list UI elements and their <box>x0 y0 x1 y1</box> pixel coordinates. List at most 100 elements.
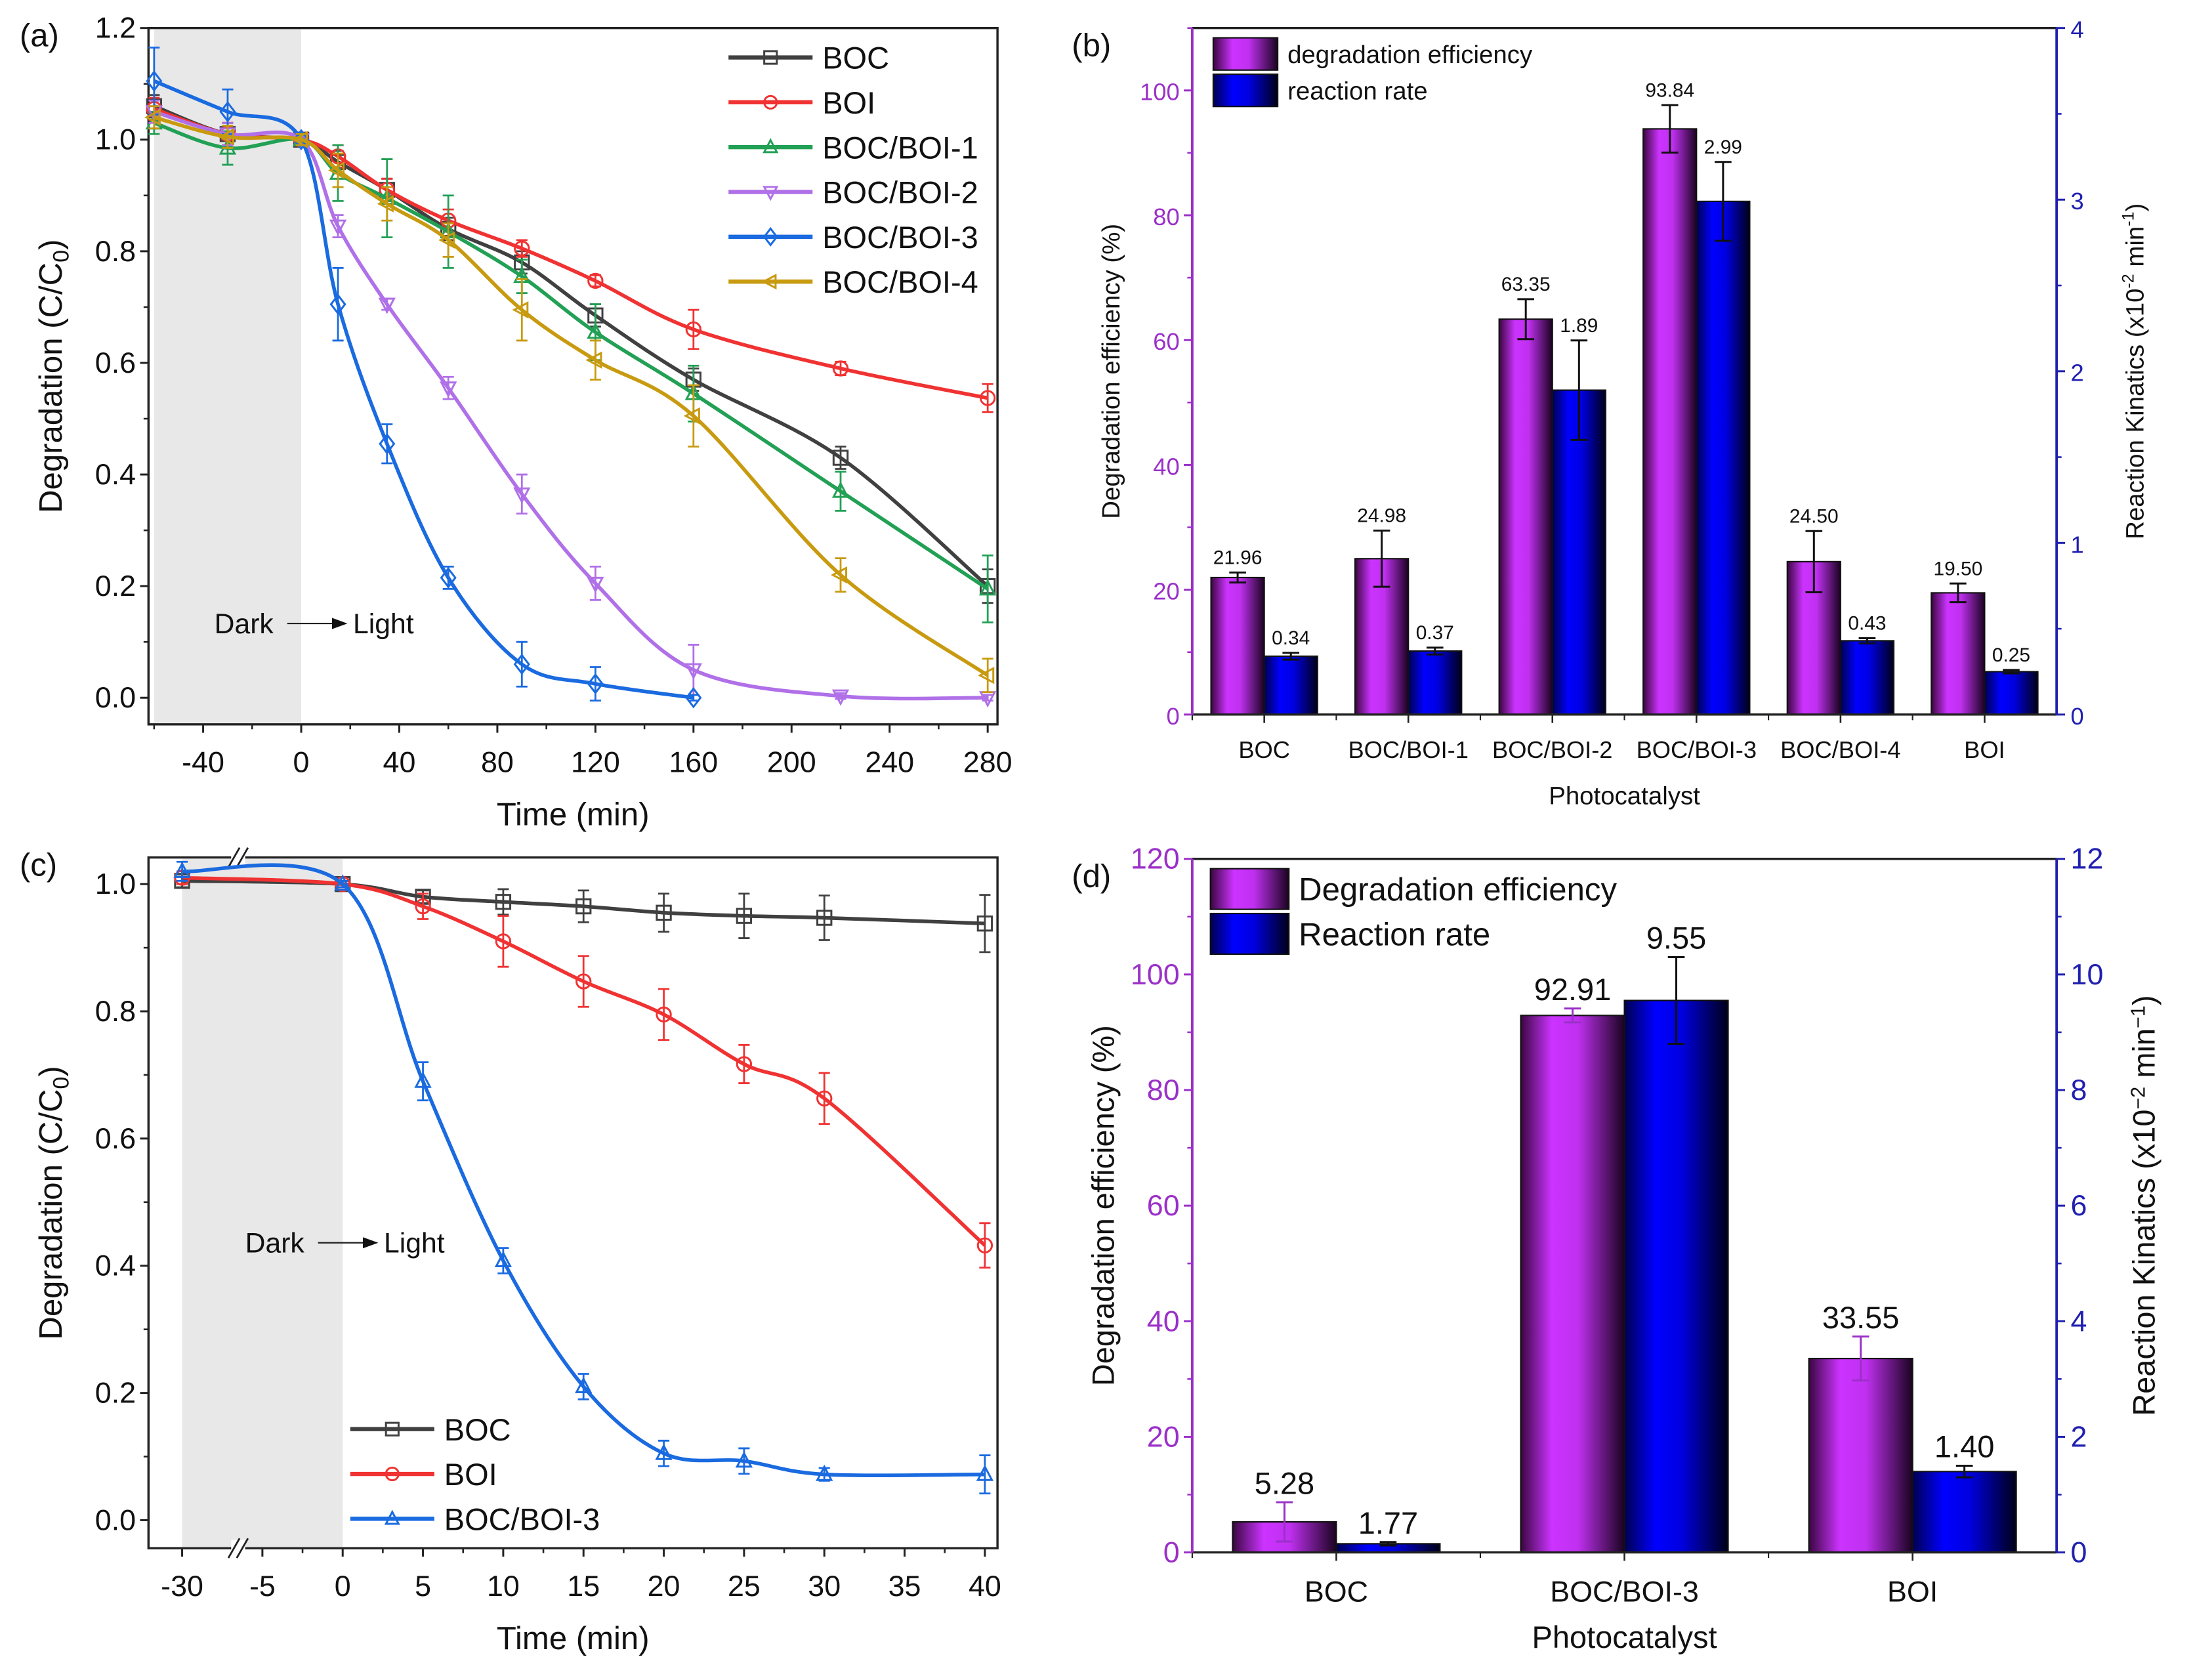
triangle-down-marker <box>513 487 531 504</box>
series-line <box>154 116 989 677</box>
right-y-title-sup: -1 <box>2120 212 2138 226</box>
y-axis-title-main: Degradation (C/C <box>33 1089 69 1340</box>
right-y-tick-label: 3 <box>2071 188 2084 215</box>
panel-label: (c) <box>20 847 57 883</box>
triangle-up-marker <box>494 1251 512 1268</box>
data-label: 24.50 <box>1789 505 1839 527</box>
square-marker <box>816 910 833 926</box>
square-marker <box>656 904 672 921</box>
data-label: 0.25 <box>1992 644 2030 666</box>
diamond-marker <box>146 70 163 92</box>
legend-swatch <box>1212 37 1279 71</box>
x-tick-label: BOC/BOI-2 <box>1492 736 1612 763</box>
chart-panel-2: 0.0 0.2 0.4 0.6 0.8 1.0 -30 -5 0 5 10 15 20 25 30 35 40 T… <box>20 847 1001 1656</box>
x-tick-label: 40 <box>383 745 416 778</box>
square-marker <box>763 50 778 65</box>
triangle-left-marker <box>438 231 455 249</box>
data-label: 9.55 <box>1646 921 1706 956</box>
light-label: Light <box>353 608 414 640</box>
y-axis-title-end: ) <box>33 240 69 250</box>
y-tick-label: 1.0 <box>95 123 136 156</box>
triangle-left-marker <box>377 195 394 213</box>
y-axis-title-main: Degradation (C/C <box>33 262 69 513</box>
circle-marker <box>415 898 431 915</box>
series-line <box>153 79 694 700</box>
right-y-axis-title: Reaction Kinatics (x10−2 min−1) <box>2127 996 2162 1416</box>
axis-break-mark <box>236 1538 249 1559</box>
dark-period-shading <box>182 858 343 1547</box>
data-label: 0.43 <box>1848 613 1886 635</box>
circle-marker <box>685 321 701 338</box>
diamond-marker <box>379 432 396 455</box>
triangle-down-marker <box>587 576 604 593</box>
series-boc-boi-3 <box>173 860 994 1495</box>
x-tick-label: 30 <box>808 1569 841 1603</box>
legend-label: reaction rate <box>1287 77 1428 105</box>
circle-marker <box>656 1006 672 1023</box>
series-boc-boi-4 <box>144 105 995 694</box>
x-tick-label: 240 <box>865 745 914 778</box>
triangle-up-marker <box>762 138 779 154</box>
right-y-tick-label: 2 <box>2071 360 2084 387</box>
left-y-tick-label: 60 <box>1153 328 1179 355</box>
x-tick-label: 40 <box>969 1569 1001 1603</box>
legend-label: BOC <box>444 1412 511 1447</box>
square-marker <box>385 1421 400 1437</box>
triangle-left-marker <box>512 301 529 319</box>
left-y-tick-label: 0 <box>1163 1536 1180 1569</box>
triangle-up-marker <box>219 138 237 155</box>
triangle-down-marker <box>378 297 396 314</box>
x-tick-label: -40 <box>182 745 224 778</box>
x-axis-title: Time (min) <box>497 1621 650 1656</box>
square-marker <box>976 915 993 932</box>
triangle-up-marker <box>816 1464 833 1481</box>
y-tick-label: 0.4 <box>95 1249 136 1282</box>
left-y-tick-label: 20 <box>1153 578 1179 605</box>
left-y-axis-title: Degradation efficiency (%) <box>1097 224 1125 519</box>
diamond-marker <box>329 293 346 315</box>
circle-marker <box>980 390 996 406</box>
bar-degradation <box>1520 1015 1625 1553</box>
circle-marker <box>832 360 849 377</box>
triangle-down-marker <box>762 186 779 201</box>
square-marker <box>495 894 512 910</box>
data-label: 1.40 <box>1934 1429 1994 1464</box>
triangle-left-marker <box>328 161 345 179</box>
x-tick-label: BOI <box>1887 1574 1938 1608</box>
right-y-title-main: Reaction Kinatics (x10 <box>2121 289 2150 539</box>
plot-frame <box>147 26 999 726</box>
square-marker <box>736 908 753 924</box>
bar-rate <box>1263 655 1318 715</box>
dark-label: Dark <box>215 608 274 640</box>
x-tick-label: BOC <box>1238 736 1290 763</box>
square-marker <box>832 450 849 466</box>
chart-panel-3: 5.28 1.77 BOC 92.91 9.55 BOC/BOI-3 33.55 1.40 BO… <box>1072 842 2161 1654</box>
x-tick-label: 15 <box>567 1569 600 1603</box>
data-label: 93.84 <box>1645 79 1694 101</box>
y-tick-label: 0.2 <box>95 1376 136 1410</box>
legend-item: BOI <box>350 1457 497 1492</box>
panel-label: (b) <box>1072 28 1111 63</box>
x-tick-label: 25 <box>728 1569 761 1603</box>
triangle-up-marker <box>976 1464 994 1481</box>
legend-item: Degradation efficiency <box>1209 868 1617 910</box>
right-y-axis-title: Reaction Kinatics (x10-2 min-1) <box>2120 203 2150 539</box>
legend-label: BOC/BOI-2 <box>822 175 978 210</box>
y-axis-title: Degradation (C/C0) <box>33 240 74 513</box>
right-y-title-main: Reaction Kinatics (x10 <box>2127 1110 2162 1416</box>
right-y-tick-label: 8 <box>2071 1073 2087 1106</box>
legend-swatch <box>1212 74 1279 108</box>
right-y-tick-label: 2 <box>2071 1419 2087 1453</box>
data-label: 19.50 <box>1933 558 1982 579</box>
data-label: 92.91 <box>1534 972 1612 1007</box>
left-y-tick-label: 120 <box>1131 842 1180 875</box>
triangle-up-marker <box>575 1376 593 1393</box>
legend-item: BOC/BOI-4 <box>728 264 978 299</box>
x-tick-label: 35 <box>888 1569 921 1603</box>
bar-rate <box>1839 640 1895 715</box>
legend-item: BOC/BOI-3 <box>350 1502 600 1536</box>
y-axis-title: Degradation (C/C0) <box>33 1066 74 1339</box>
bar-degradation <box>1931 592 1986 715</box>
panel-label: (d) <box>1072 858 1111 894</box>
legend-label: BOC/BOI-4 <box>822 264 978 299</box>
